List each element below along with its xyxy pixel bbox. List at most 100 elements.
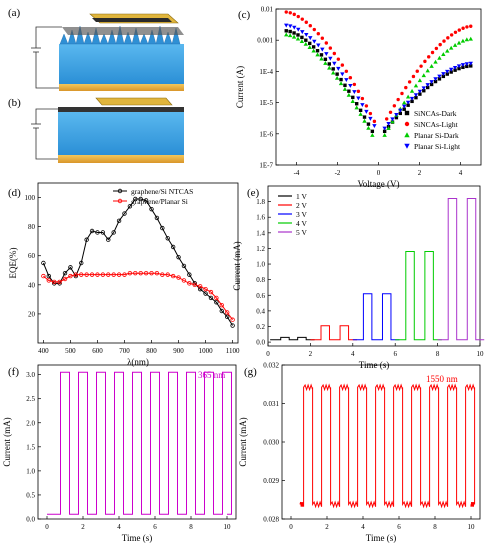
data-point: [307, 45, 312, 49]
data-point: [418, 92, 422, 96]
data-point: [468, 61, 473, 66]
data-point: [404, 132, 410, 138]
data-point: [219, 308, 224, 314]
legend-entry: Planar Si-Dark: [414, 131, 459, 140]
y-tick-label: 100: [25, 194, 36, 202]
data-point: [366, 125, 371, 130]
data-point: [423, 59, 427, 64]
x-axis-label: Time (s): [122, 533, 152, 543]
data-point: [364, 109, 369, 114]
data-point: [304, 20, 308, 24]
data-point: [382, 129, 387, 134]
nanocone: [163, 31, 173, 45]
series-line: [270, 336, 315, 341]
y-tick-label: 2.0: [26, 419, 35, 427]
x-tick-label: -4: [294, 169, 300, 177]
data-point: [100, 230, 106, 235]
data-point: [445, 69, 450, 74]
y-tick-label: 1.4: [256, 229, 265, 237]
data-point: [208, 289, 214, 295]
data-point: [328, 56, 333, 61]
bottom-electrode-b: [58, 155, 184, 163]
chart-1550nm-response: (g) 1550 nm 0 2 4 6 8 10 0.028 0.029 0.030 0.031 0…: [238, 362, 481, 543]
data-point: [456, 64, 462, 69]
y-tick-label: 1.6: [256, 214, 265, 222]
data-point: [422, 89, 426, 93]
data-point: [304, 38, 308, 42]
data-point: [312, 27, 316, 32]
data-point: [392, 104, 397, 108]
data-point: [284, 23, 289, 28]
data-point: [295, 36, 301, 41]
data-point: [360, 103, 365, 108]
chart-voltage-response: (e) 0 2 4 6 8 10 0.0 0.2 0.4 0.6 0.8 1.0 1.2 1.4 1.6 1.…: [232, 185, 485, 370]
y-tick-label: 1.8: [256, 198, 265, 206]
data-point: [308, 24, 312, 28]
data-point: [405, 100, 411, 105]
data-point: [368, 111, 373, 116]
x-tick-label: 400: [38, 347, 49, 355]
data-point: [127, 204, 133, 209]
y-tick-label: 1.2: [256, 245, 265, 253]
x-tick-label: 0: [289, 523, 293, 531]
data-point: [445, 72, 449, 76]
data-point: [460, 38, 466, 43]
data-point: [394, 115, 399, 120]
data-point: [176, 275, 181, 280]
data-point: [116, 272, 122, 277]
data-point: [429, 63, 434, 68]
legend-entry: graphene/Planar Si: [131, 197, 188, 206]
data-point: [404, 110, 410, 116]
data-point: [197, 284, 203, 289]
data-point: [138, 270, 143, 276]
y-tick-label: 0.0: [26, 516, 35, 524]
data-point: [203, 286, 208, 292]
data-point: [138, 196, 143, 202]
y-axis-label: Current (mA): [232, 241, 242, 290]
data-point: [415, 69, 419, 73]
data-point: [356, 96, 361, 101]
data-point: [62, 276, 68, 282]
data-point: [192, 282, 197, 288]
data-point: [404, 85, 408, 90]
data-point: [46, 273, 52, 279]
data-point: [312, 39, 317, 44]
panel-label-e: (e): [247, 187, 260, 199]
data-point: [160, 225, 165, 231]
graphene-layer-b: [58, 107, 184, 112]
data-point: [219, 302, 224, 308]
y-tick-label: 1E-7: [259, 162, 273, 170]
data-point: [197, 286, 203, 292]
x-tick-label: 2: [81, 523, 85, 531]
data-point: [331, 70, 336, 75]
series-line: [352, 293, 400, 341]
data-point: [336, 66, 341, 71]
data-point: [348, 84, 353, 88]
data-point: [464, 37, 470, 42]
data-point: [79, 260, 84, 266]
wavelength-annotation-f: 365 nm: [198, 370, 225, 380]
panel-label-f: (f): [8, 366, 19, 378]
x-tick-label: 2: [418, 169, 422, 177]
top-electrode-b: [95, 97, 173, 106]
data-point: [308, 41, 312, 46]
data-point: [433, 77, 438, 82]
data-point: [372, 124, 377, 129]
data-point: [170, 244, 176, 250]
y-tick-label: 1.0: [26, 467, 35, 475]
y-axis-label: EQE(%): [8, 248, 18, 279]
data-point: [362, 115, 367, 119]
data-point: [402, 107, 406, 111]
data-point: [449, 33, 454, 37]
data-point: [442, 39, 446, 43]
data-point: [433, 79, 438, 84]
nanocone: [171, 27, 181, 45]
x-tick-label: 4: [361, 523, 365, 531]
data-point: [419, 64, 423, 68]
data-point: [338, 81, 344, 86]
nanocone: [123, 31, 133, 45]
data-point: [89, 228, 95, 234]
data-point: [382, 126, 387, 131]
wire-bottom-a: [35, 52, 59, 89]
